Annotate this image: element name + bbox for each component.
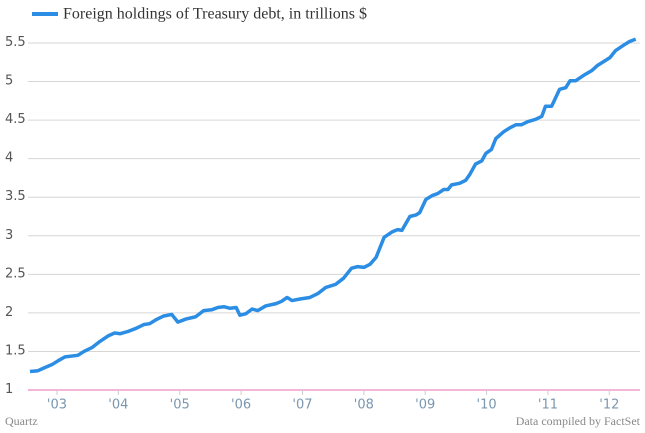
x-tick-label: '06 [231,398,251,413]
y-tick-label: 3.5 [5,189,26,204]
x-tick-label: '03 [47,398,67,413]
x-tick-label: '09 [415,398,435,413]
y-tick-label: 5.5 [5,35,26,50]
x-tick-label: '08 [354,398,374,413]
x-tick-label: '07 [292,398,312,413]
y-tick-label: 1.5 [5,343,26,358]
y-tick-label: 4.5 [5,112,26,127]
y-tick-label: 2.5 [5,266,26,281]
x-tick-label: '11 [538,398,558,413]
y-tick-label: 1 [5,382,13,397]
x-tick-label: '05 [170,398,190,413]
x-tick-label: '04 [108,398,128,413]
data-line [29,37,637,374]
source-right: Data compiled by FactSet [516,414,641,428]
y-tick-label: 5 [5,74,13,89]
source-left: Quartz [5,414,38,428]
x-tick-label: '12 [599,398,619,413]
y-tick-label: 3 [5,228,13,243]
y-tick-label: 2 [5,305,13,320]
legend-label: Foreign holdings of Treasury debt, in tr… [63,6,367,23]
x-tick-label: '10 [477,398,497,413]
y-tick-label: 4 [5,151,13,166]
